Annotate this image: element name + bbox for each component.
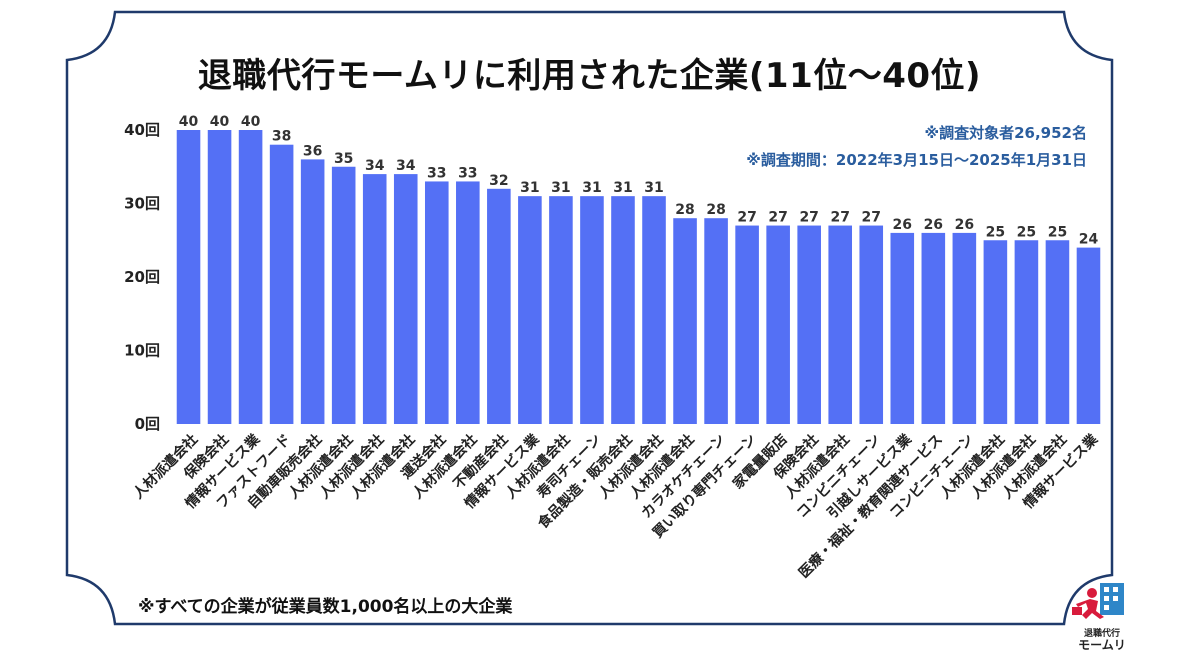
data-label: 24 (1079, 232, 1099, 248)
data-label: 26 (893, 217, 912, 233)
bar (704, 218, 728, 424)
bar (580, 196, 604, 424)
bar (952, 232, 977, 424)
data-label: 34 (365, 158, 385, 174)
bar (207, 130, 232, 424)
bar (1076, 247, 1101, 424)
data-label: 27 (768, 210, 787, 226)
bar (859, 225, 884, 424)
logo-line2: モームリ (1078, 638, 1126, 652)
bar (362, 174, 387, 424)
bar (828, 225, 853, 424)
bar (921, 232, 946, 424)
data-label: 31 (613, 180, 632, 196)
bar (549, 196, 573, 424)
y-tick-label: 20回 (124, 268, 160, 286)
logo-line1: 退職代行 (1083, 629, 1120, 639)
data-label: 25 (1017, 224, 1036, 240)
data-label: 40 (210, 114, 230, 130)
bar (176, 130, 201, 424)
bar (1014, 240, 1039, 424)
data-label: 27 (862, 210, 881, 226)
bar (797, 225, 821, 424)
bar (424, 181, 449, 424)
chart-title: 退職代行モームリに利用された企業(11位〜40位) (197, 56, 982, 96)
footnote: ※すべての企業が従業員数1,000名以上の大企業 (138, 597, 513, 617)
survey-period-note: ※調査期間：2022年3月15日〜2025年1月31日 (746, 151, 1087, 169)
data-label: 33 (458, 165, 477, 181)
data-label: 26 (955, 217, 974, 233)
data-label: 35 (334, 151, 353, 167)
data-label: 27 (737, 210, 756, 226)
data-label: 31 (644, 180, 663, 196)
data-label: 27 (830, 210, 849, 226)
bar (518, 196, 542, 424)
person-running-with-briefcase-icon (1072, 583, 1124, 619)
bar (983, 240, 1008, 424)
y-tick-label: 40回 (124, 121, 160, 139)
data-label: 31 (582, 180, 601, 196)
y-tick-label: 30回 (124, 195, 160, 213)
data-label: 40 (179, 114, 199, 130)
bar (890, 232, 915, 424)
data-label: 31 (520, 180, 539, 196)
data-label: 32 (489, 173, 508, 189)
survey-count-note: ※調査対象者26,952名 (924, 124, 1087, 142)
bar (456, 181, 480, 424)
bar (238, 130, 263, 424)
data-label: 25 (986, 224, 1005, 240)
data-label: 25 (1048, 224, 1067, 240)
data-label: 38 (272, 129, 291, 145)
bar (766, 225, 790, 424)
bar (300, 159, 325, 424)
bar (1045, 240, 1070, 424)
data-label: 33 (427, 165, 446, 181)
data-label: 40 (241, 114, 261, 130)
data-label: 34 (396, 158, 416, 174)
data-label: 28 (706, 202, 725, 218)
bar (269, 144, 294, 424)
bar (331, 166, 356, 424)
data-label: 27 (799, 210, 818, 226)
bar (735, 225, 759, 424)
bar (393, 174, 418, 424)
data-label: 28 (675, 202, 694, 218)
y-tick-label: 10回 (124, 342, 160, 360)
bar (611, 196, 635, 424)
y-tick-label: 0回 (135, 415, 160, 433)
bar (487, 188, 511, 424)
data-label: 31 (551, 180, 570, 196)
data-label: 36 (303, 143, 322, 159)
data-label: 26 (924, 217, 943, 233)
bar (642, 196, 666, 424)
bar (673, 218, 697, 424)
